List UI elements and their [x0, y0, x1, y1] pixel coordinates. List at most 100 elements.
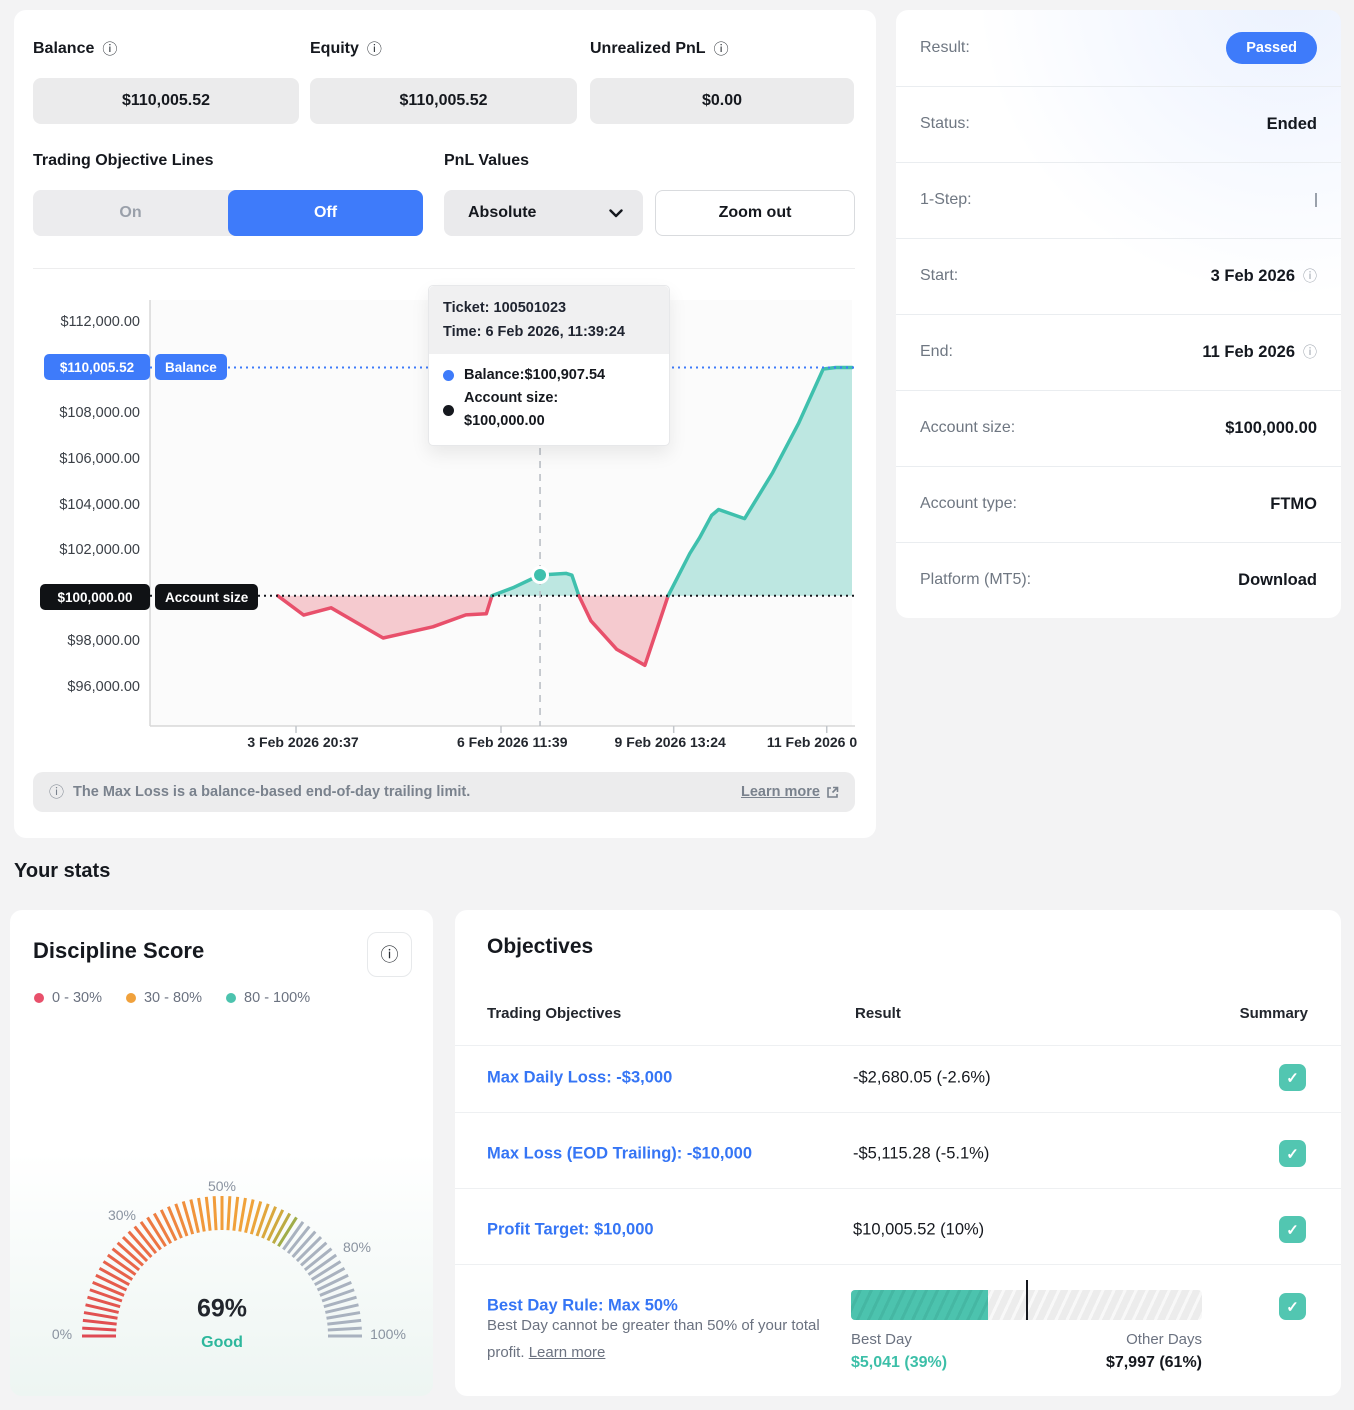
best-day-progress-bar [851, 1280, 1202, 1320]
end-label: End: [920, 343, 953, 360]
external-link-icon [827, 786, 839, 798]
divider [33, 268, 855, 269]
platform-label: Platform (MT5): [920, 571, 1032, 588]
y-axis-tick-label: $96,000.00 [67, 679, 140, 695]
other-days-caption: Other Days [1126, 1331, 1202, 1348]
discipline-score-title: Discipline Score [33, 938, 205, 963]
balance-dot-icon [443, 370, 454, 381]
balance-value: $110,005.52 [33, 78, 299, 124]
y-axis-tick-label: $106,000.00 [59, 450, 140, 467]
tooltip-time: Time: 6 Feb 2026, 11:39:24 [443, 324, 625, 340]
gauge-scale-label: 50% [207, 1178, 237, 1194]
best-day-caption: Best Day [851, 1331, 912, 1348]
info-icon[interactable]: ⓘ [366, 40, 382, 58]
legend-item-orange: 30 - 80% [125, 990, 202, 1006]
note-learn-more-link[interactable]: Learn more [741, 784, 839, 800]
balance-series-chip: Balance [155, 354, 227, 380]
x-axis-tick-label: 9 Feb 2026 13:24 [614, 734, 726, 750]
x-axis-tick-label: 11 Feb 2026 0 [766, 734, 858, 750]
red-dot-icon [34, 993, 44, 1003]
best-day-value: $5,041 (39%) [851, 1354, 948, 1371]
unrealized-pnl-value: $0.00 [590, 78, 854, 124]
start-label: Start: [920, 267, 959, 284]
objective-lines-toggle: On Off [33, 190, 423, 236]
chart-tooltip: Ticket: 100501023 Time: 6 Feb 2026, 11:3… [428, 285, 670, 446]
account-size-row: Account size: $100,000.00 [896, 390, 1341, 466]
gauge-scale-label: 30% [107, 1207, 137, 1223]
tooltip-account-size: Account size: $100,000.00 [464, 390, 559, 429]
info-icon[interactable]: ⓘ [1303, 344, 1317, 360]
x-axis-tick-label: 6 Feb 2026 11:39 [456, 734, 568, 750]
info-icon[interactable]: ⓘ [1303, 268, 1317, 284]
discipline-info-button[interactable]: ⓘ [367, 932, 412, 977]
account-type-value: FTMO [1270, 494, 1317, 513]
trading-objective-lines-label: Trading Objective Lines [33, 152, 214, 169]
discipline-gauge [82, 1196, 362, 1338]
start-value: 3 Feb 2026 [1210, 266, 1295, 285]
equity-value: $110,005.52 [310, 78, 577, 124]
orange-dot-icon [125, 993, 136, 1003]
gauge-scale-label: 100% [370, 1326, 406, 1342]
info-icon[interactable]: ⓘ [713, 40, 729, 58]
account-size-dot-icon [443, 404, 454, 416]
balance-axis-chip: $110,005.52 [44, 354, 150, 380]
end-value: 11 Feb 2026 [1202, 342, 1295, 361]
equity-label: Equity [310, 40, 359, 57]
equity-field: Equity ⓘ $110,005.52 [310, 40, 577, 124]
y-axis-tick-label: $98,000.00 [67, 633, 140, 650]
pnl-values-selected: Absolute [468, 204, 537, 221]
y-axis-tick-label: $112,000.00 [60, 314, 140, 330]
best-day-check: ✓ [1279, 1293, 1306, 1320]
account-size-value: $100,000.00 [1225, 418, 1317, 437]
step-row: 1-Step: [896, 162, 1341, 238]
max-loss-note: ⓘ The Max Loss is a balance-based end-of… [33, 772, 855, 812]
objectives-card: Objectives Trading Objectives Result Sum… [455, 910, 1341, 1396]
platform-download-link[interactable]: Download [1238, 570, 1317, 589]
max-loss-result: -$5,115.28 (-5.1%) [853, 1144, 990, 1163]
col-summary: Summary [1239, 1005, 1308, 1022]
max-daily-loss-link[interactable]: Max Daily Loss: -$3,000 [487, 1068, 673, 1087]
toggle-off-button[interactable]: Off [228, 190, 423, 236]
balance-chart-card: Balance ⓘ $110,005.52 Equity ⓘ $110,005.52… [14, 10, 876, 838]
account-type-row: Account type: FTMO [896, 466, 1341, 542]
info-icon: ⓘ [49, 783, 65, 801]
platform-row: Platform (MT5): Download [896, 542, 1341, 618]
unrealized-pnl-field: Unrealized PnL ⓘ $0.00 [590, 40, 854, 124]
best-day-fill [851, 1290, 988, 1320]
other-days-value: $7,997 (61%) [1105, 1354, 1202, 1371]
toggle-on-button[interactable]: On [119, 204, 142, 221]
best-day-learn-more-link[interactable]: Learn more [528, 1344, 606, 1361]
discipline-legend: 0 - 30% 30 - 80% 80 - 100% [34, 990, 310, 1006]
tooltip-balance: Balance:$100,907.54 [464, 367, 606, 383]
end-row: End: 11 Feb 2026 ⓘ [896, 314, 1341, 390]
step-label: 1-Step: [920, 191, 972, 208]
passed-badge: Passed [1226, 32, 1317, 64]
info-icon[interactable]: ⓘ [102, 40, 118, 58]
check-icon: ✓ [1286, 1069, 1299, 1087]
profit-target-link[interactable]: Profit Target: $10,000 [487, 1220, 654, 1239]
check-icon: ✓ [1286, 1145, 1299, 1163]
account-details-card: Result: Passed Status: Ended 1-Step: Sta… [896, 10, 1341, 618]
max-daily-loss-result: -$2,680.05 (-2.6%) [853, 1068, 991, 1087]
start-row: Start: 3 Feb 2026 ⓘ [896, 238, 1341, 314]
profit-target-result: $10,005.52 (10%) [853, 1220, 985, 1239]
fifty-percent-marker [1025, 1280, 1028, 1320]
legend-item-teal: 80 - 100% [226, 990, 310, 1006]
pnl-values-label: PnL Values [444, 152, 530, 169]
zoom-out-button[interactable]: Zoom out [655, 190, 855, 236]
best-day-rule-link[interactable]: Best Day Rule: Max 50% [487, 1296, 678, 1315]
max-loss-link[interactable]: Max Loss (EOD Trailing): -$10,000 [487, 1144, 752, 1163]
pnl-values-select[interactable]: Absolute [444, 190, 643, 236]
profit-target-check: ✓ [1279, 1216, 1306, 1243]
your-stats-heading: Your stats [14, 860, 111, 882]
teal-dot-icon [226, 993, 237, 1003]
chevron-down-icon [609, 208, 623, 217]
gauge-scale-label: 0% [51, 1326, 73, 1342]
col-result: Result [855, 1005, 901, 1022]
unrealized-pnl-label: Unrealized PnL [590, 40, 706, 57]
check-icon: ✓ [1286, 1221, 1299, 1239]
step-value-mark [1315, 193, 1317, 207]
legend-item-red: 0 - 30% [34, 990, 102, 1006]
col-trading-objectives: Trading Objectives [487, 1005, 622, 1022]
